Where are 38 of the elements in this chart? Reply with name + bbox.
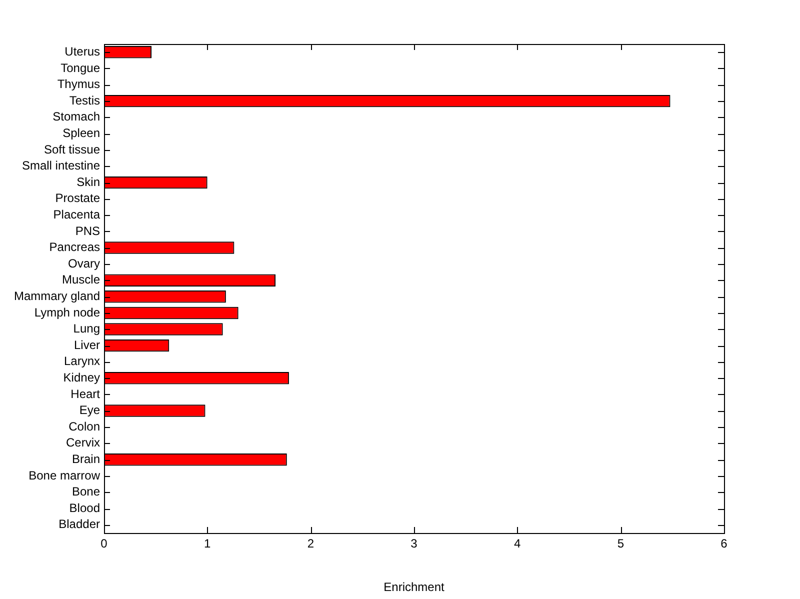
y-tick-label: Small intestine: [22, 158, 100, 173]
y-tick-label: Larynx: [64, 354, 100, 368]
y-tick-label: Bone: [72, 484, 100, 499]
y-tick-label: Uterus: [64, 44, 100, 58]
y-tick-label: PNS: [75, 224, 100, 238]
y-tick-label: Liver: [74, 338, 100, 352]
x-tick-label: 0: [100, 536, 108, 551]
x-axis-title: Enrichment: [384, 580, 446, 594]
y-tick-label: Prostate: [55, 191, 100, 206]
x-tick-label: 4: [514, 536, 521, 551]
x-tick-label: 2: [307, 536, 314, 551]
y-tick-label: Cervix: [66, 436, 100, 450]
y-tick-label: Lung: [73, 322, 100, 336]
y-tick-label: Soft tissue: [44, 142, 100, 156]
y-tick-label: Placenta: [53, 207, 100, 222]
y-tick-label: Ovary: [68, 256, 100, 270]
y-tick-label: Kidney: [63, 370, 100, 384]
x-tick-label: 5: [617, 536, 624, 551]
y-tick-label: Muscle: [62, 272, 100, 287]
y-tick-label: Thymus: [57, 77, 100, 92]
y-tick-label: Mammary gland: [14, 288, 100, 303]
y-tick-label: Testis: [69, 93, 100, 108]
y-tick-label: Pancreas: [49, 240, 100, 254]
y-tick-label: Stomach: [52, 110, 100, 124]
y-tick-label: Bone marrow: [28, 468, 100, 482]
y-tick-label: Spleen: [62, 126, 100, 140]
y-tick-label: Skin: [76, 174, 100, 189]
y-tick-label: Brain: [72, 452, 100, 466]
y-tick-label: Colon: [68, 419, 100, 434]
y-tick-label: Blood: [69, 500, 100, 515]
y-tick-label: Bladder: [58, 517, 100, 532]
y-tick-label: Eye: [79, 403, 100, 418]
y-tick-label: Lymph node: [34, 305, 100, 320]
x-tick-label: 3: [410, 536, 418, 551]
x-tick-label: 1: [204, 536, 211, 551]
y-tick-label: Tongue: [60, 60, 100, 75]
y-tick-label: Heart: [70, 386, 101, 401]
x-tick-label: 6: [720, 536, 728, 551]
